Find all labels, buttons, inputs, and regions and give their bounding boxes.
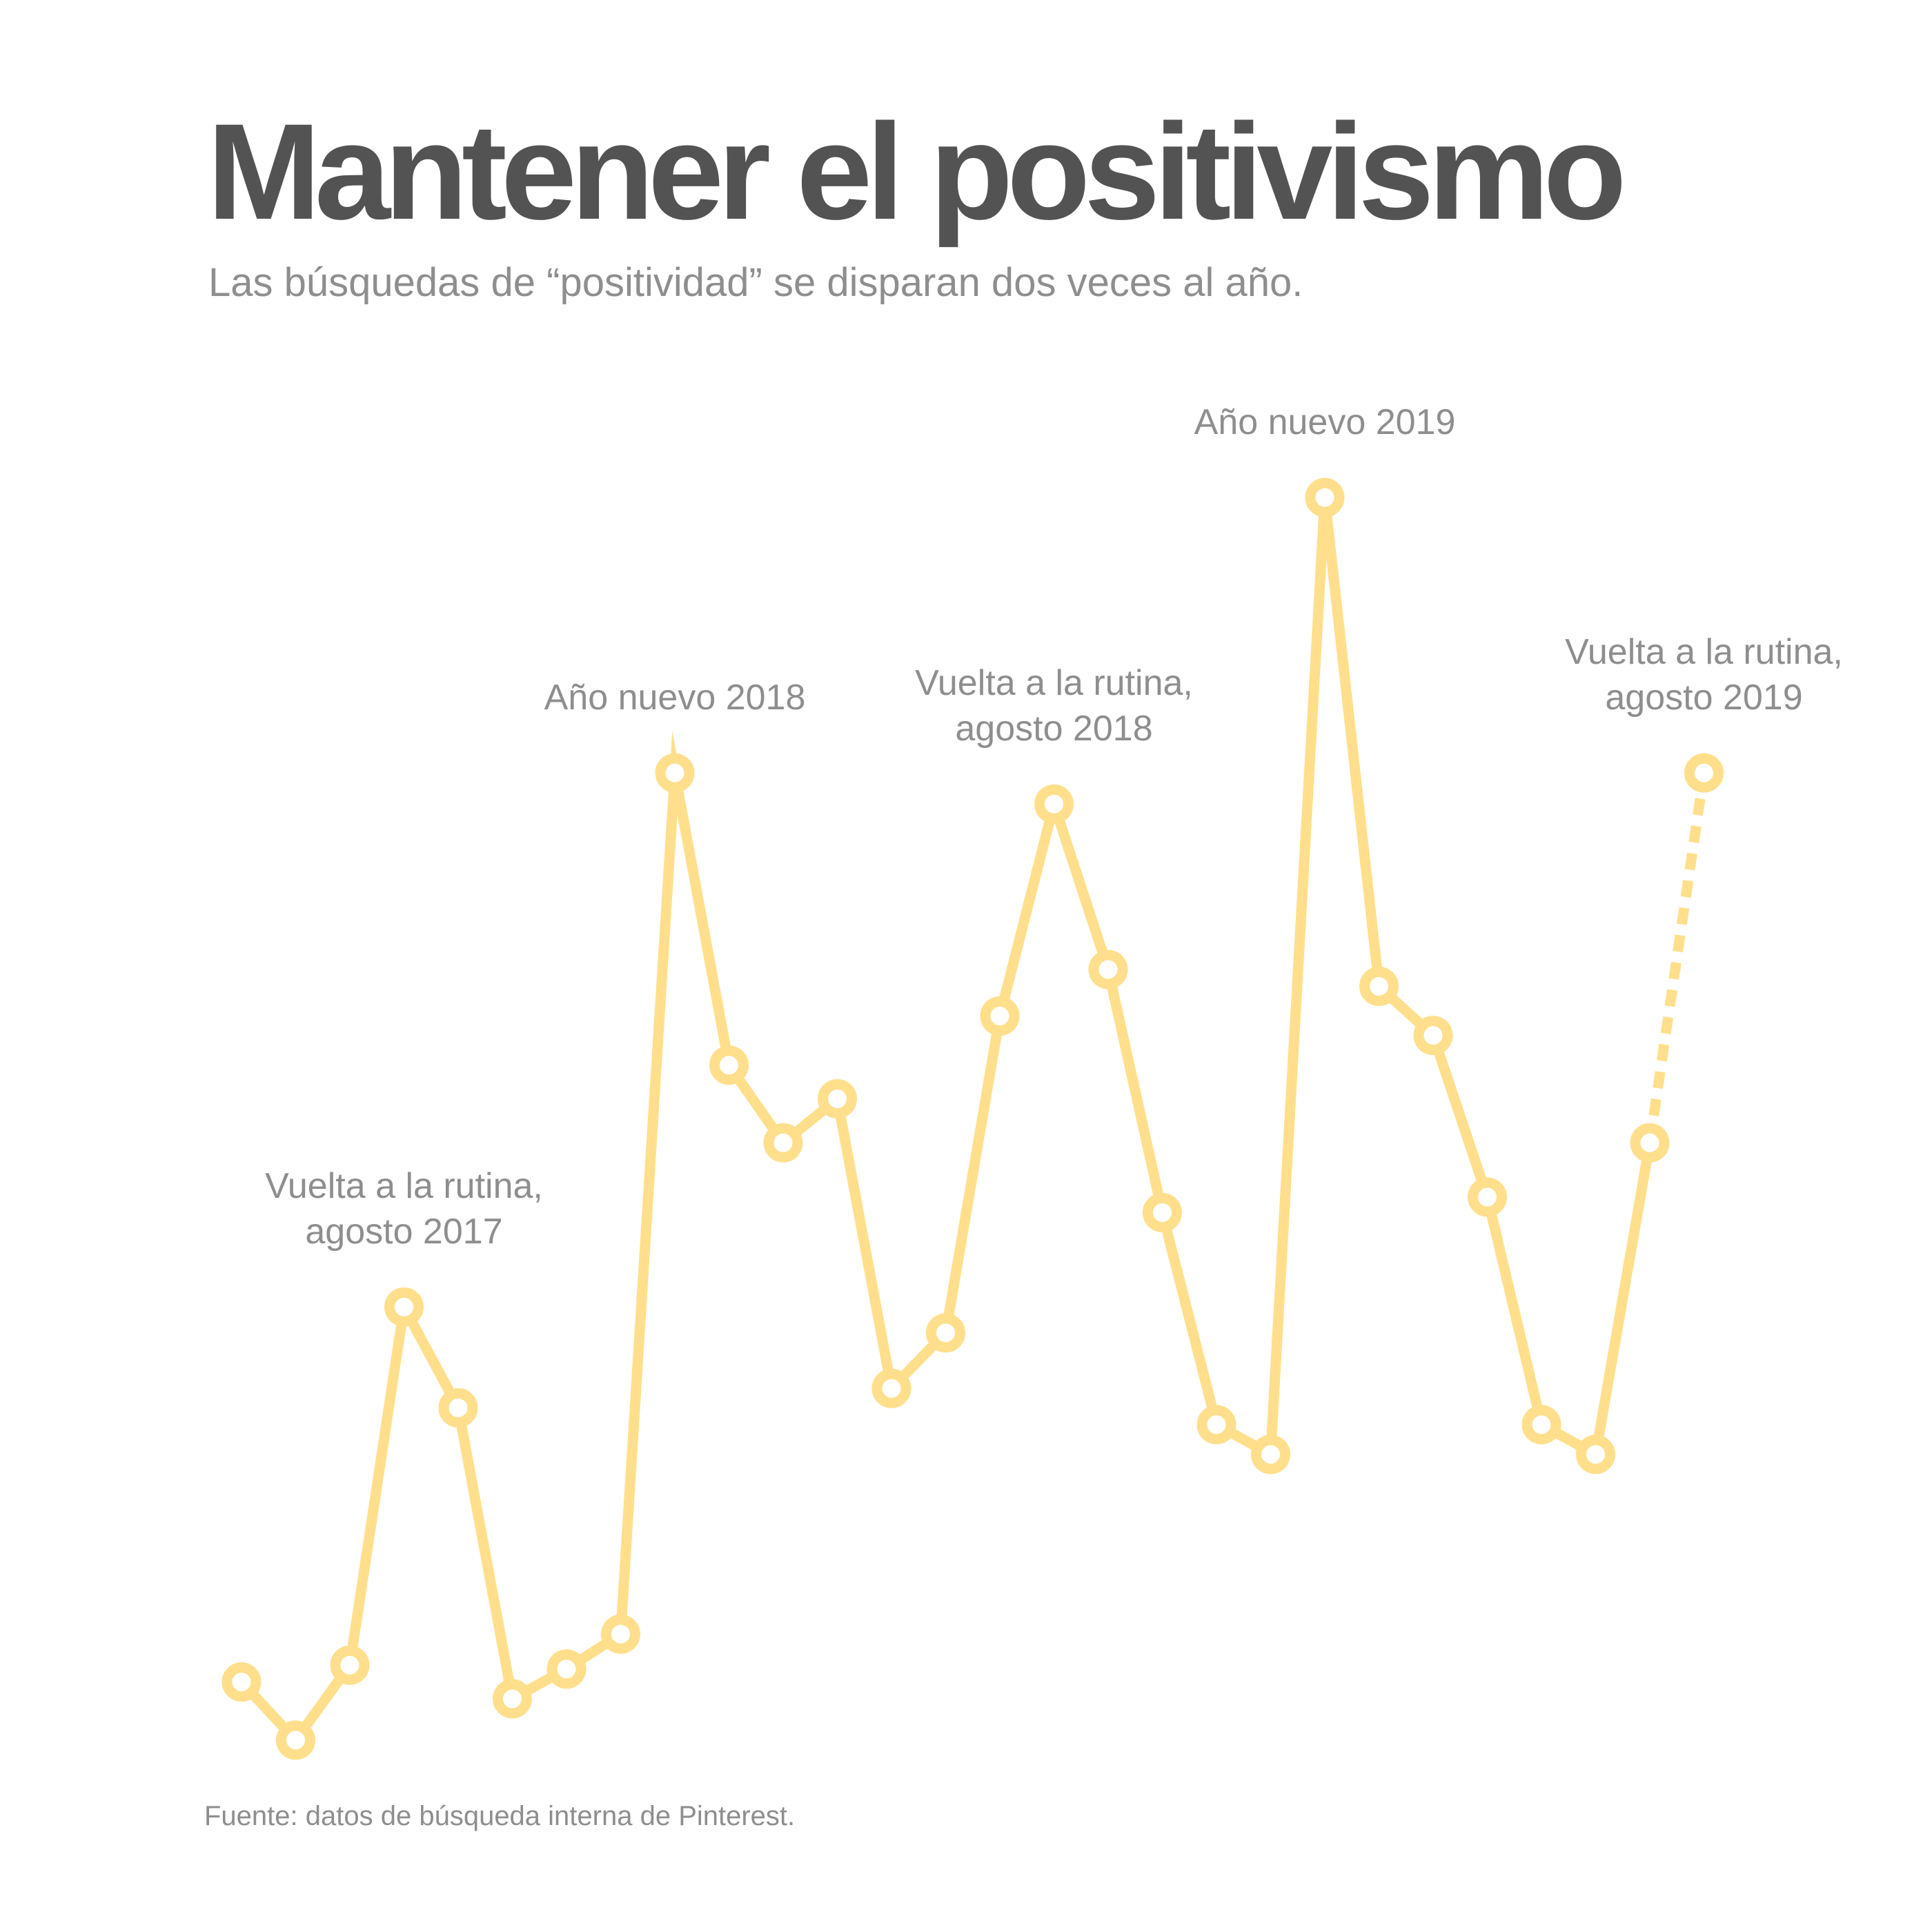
data-point xyxy=(384,1287,424,1327)
chart-subtitle: Las búsquedas de “positividad” se dispar… xyxy=(208,260,1303,305)
data-point xyxy=(1576,1435,1615,1475)
data-point xyxy=(763,1123,803,1163)
data-point xyxy=(1521,1405,1561,1445)
annotation-label: Vuelta a la rutina, agosto 2017 xyxy=(265,1166,543,1252)
data-point xyxy=(871,1368,911,1408)
data-point xyxy=(1143,1192,1182,1232)
source-note: Fuente: datos de búsqueda interna de Pin… xyxy=(204,1801,796,1831)
data-point xyxy=(493,1679,532,1719)
data-point xyxy=(1034,784,1074,824)
annotation-line: Vuelta a la rutina, xyxy=(1565,632,1843,672)
data-point xyxy=(1088,949,1128,989)
data-point xyxy=(926,1313,965,1353)
data-point xyxy=(546,1649,586,1689)
data-point xyxy=(1196,1405,1236,1445)
data-point xyxy=(1468,1177,1507,1217)
annotation-line: agosto 2018 xyxy=(955,709,1152,749)
data-point xyxy=(980,996,1020,1036)
annotation-line: Año nuevo 2018 xyxy=(544,678,806,718)
annotation-label: Vuelta a la rutina, agosto 2018 xyxy=(915,663,1193,749)
annotation-line: agosto 2019 xyxy=(1605,678,1802,718)
data-point xyxy=(1251,1435,1290,1475)
data-point xyxy=(655,753,695,793)
data-point xyxy=(438,1388,478,1428)
data-point xyxy=(1413,1016,1453,1056)
annotation-label: Año nuevo 2019 xyxy=(1194,402,1456,442)
data-point xyxy=(818,1078,857,1118)
data-point xyxy=(709,1045,749,1085)
annotation-line: Vuelta a la rutina, xyxy=(265,1166,543,1206)
annotation-label: Año nuevo 2018 xyxy=(544,678,806,718)
data-point xyxy=(601,1614,640,1654)
data-point xyxy=(1359,966,1399,1006)
chart-title: Mantener el positivismo xyxy=(207,95,1627,248)
data-point xyxy=(1684,753,1724,793)
data-point xyxy=(221,1662,262,1702)
data-point xyxy=(1305,477,1345,518)
annotation-line: Vuelta a la rutina, xyxy=(915,663,1193,703)
data-point xyxy=(276,1720,315,1760)
annotation-label: Vuelta a la rutina, agosto 2019 xyxy=(1565,632,1843,718)
data-point xyxy=(330,1645,370,1685)
series-line-projected xyxy=(1644,772,1709,1144)
annotation-line: Año nuevo 2019 xyxy=(1194,402,1456,442)
data-point xyxy=(1630,1123,1670,1163)
annotation-line: agosto 2017 xyxy=(305,1212,502,1252)
